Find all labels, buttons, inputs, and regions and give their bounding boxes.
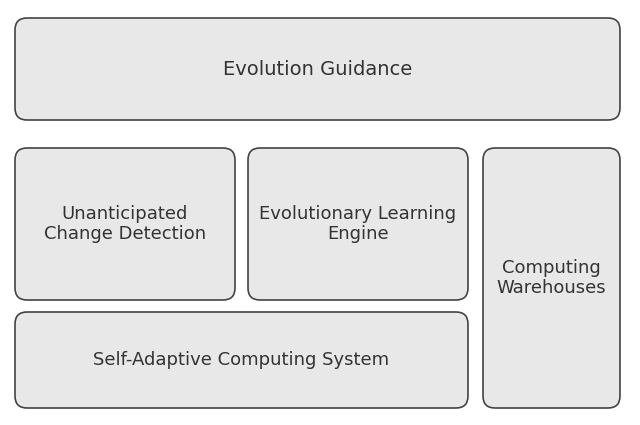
Text: Unanticipated
Change Detection: Unanticipated Change Detection [44, 204, 206, 244]
FancyBboxPatch shape [483, 148, 620, 408]
FancyBboxPatch shape [15, 312, 468, 408]
Text: Self-Adaptive Computing System: Self-Adaptive Computing System [93, 351, 390, 369]
FancyBboxPatch shape [15, 148, 235, 300]
FancyBboxPatch shape [248, 148, 468, 300]
Text: Evolution Guidance: Evolution Guidance [223, 60, 412, 79]
FancyBboxPatch shape [15, 18, 620, 120]
Text: Computing
Warehouses: Computing Warehouses [497, 258, 606, 297]
Text: Evolutionary Learning
Engine: Evolutionary Learning Engine [259, 204, 456, 244]
